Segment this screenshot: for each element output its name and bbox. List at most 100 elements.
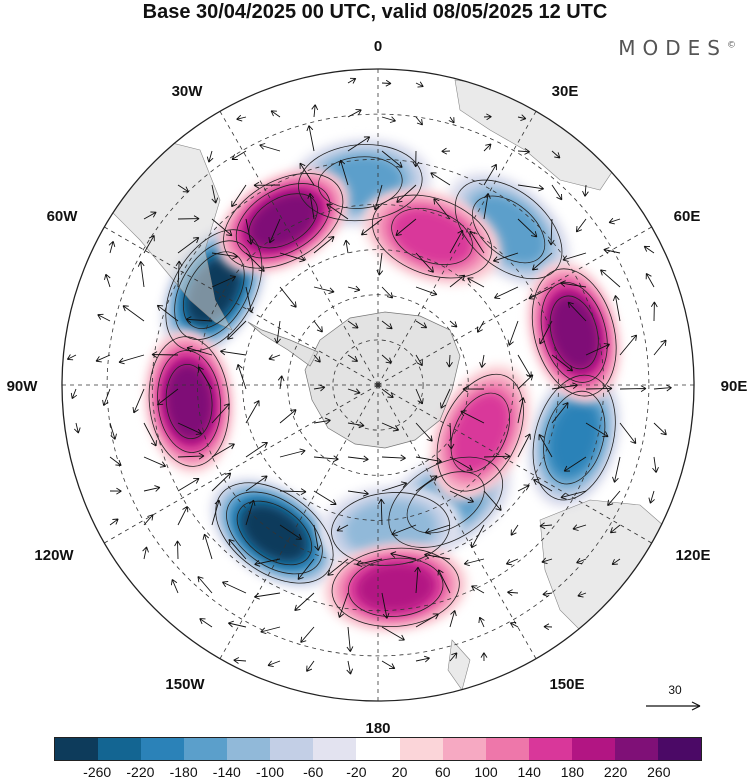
wind-arrow (347, 388, 361, 395)
wind-arrow (233, 657, 247, 664)
wind-arrow (236, 114, 247, 122)
wind-arrow (415, 116, 423, 126)
wind-arrow (143, 514, 154, 526)
wind-arrow (177, 237, 200, 254)
wind-arrow (509, 622, 519, 629)
wind-arrow (306, 125, 315, 152)
wind-arrow (346, 626, 354, 652)
wind-arrow (390, 551, 417, 560)
wind-arrow (156, 388, 179, 406)
wind-arrow (267, 660, 281, 668)
anomaly-contour-3 (543, 390, 606, 485)
wind-arrow (547, 218, 555, 246)
wind-arrow (347, 285, 361, 293)
wind-arrow (122, 305, 145, 322)
colorbar-segment (442, 738, 486, 760)
wind-arrow (510, 524, 519, 536)
wind-arrow (347, 421, 365, 429)
wind-arrow (245, 400, 260, 424)
colorbar-segment (485, 738, 529, 760)
wind-arrow (471, 585, 485, 594)
anomaly-contour-1 (226, 491, 323, 575)
wind-arrow (227, 320, 247, 340)
anomaly-contour-12 (436, 373, 524, 492)
wind-arrow (653, 422, 667, 436)
wind-arrow (424, 524, 451, 535)
wind-arrow (551, 184, 563, 201)
wind-arrow (469, 230, 485, 254)
colorbar-tick-label: 180 (560, 764, 585, 780)
wind-arrow (142, 546, 149, 560)
wind-arrow (118, 354, 145, 365)
wind-arrow (143, 211, 157, 220)
wind-arrow (476, 320, 485, 333)
lon-label-90w: 90W (7, 378, 39, 395)
wind-arrow (448, 116, 455, 124)
anomaly-contour-11 (371, 194, 493, 279)
wind-arrow (446, 354, 453, 368)
wind-arrow (415, 475, 438, 492)
wind-arrow (576, 557, 587, 565)
anomaly-contour-12 (450, 392, 510, 473)
south-pole-marker (375, 382, 381, 388)
colorbar-segment (141, 738, 185, 760)
wind-arrow (156, 304, 179, 322)
wind-arrow (220, 348, 247, 356)
wind-arrow (415, 655, 430, 663)
anomaly-contour-9 (331, 547, 460, 628)
wind-arrow (577, 591, 587, 598)
wind-arrow (326, 203, 349, 220)
wind-arrow (373, 184, 383, 211)
wind-arrow (376, 252, 384, 276)
wind-arrow (211, 252, 238, 260)
wind-arrow (211, 218, 233, 237)
wind-arrow (347, 136, 371, 152)
lon-label-30e: 30E (552, 83, 579, 100)
colorbar-segment (270, 738, 314, 760)
wind-arrow (650, 301, 658, 322)
wind-arrow (347, 109, 362, 118)
wind-arrow (470, 524, 485, 549)
wind-arrow (542, 590, 553, 598)
wind-arrow (415, 286, 438, 297)
wind-arrow (197, 576, 213, 594)
anomaly-shade-5 (344, 500, 437, 558)
wind-arrow (245, 286, 254, 313)
wind-arrow (175, 260, 183, 288)
antarctica (304, 311, 461, 449)
colorbar-tick-label: 220 (603, 764, 628, 780)
colorbar-tick-label: -220 (126, 764, 155, 780)
wind-arrow (449, 652, 458, 662)
wind-arrow (97, 313, 111, 322)
wind-arrow (479, 354, 486, 368)
wind-arrow (259, 143, 281, 152)
wind-arrow (186, 345, 213, 356)
colorbar-segment (55, 738, 99, 760)
wind-arrow (109, 456, 122, 466)
wind-arrow (483, 143, 492, 152)
wind-arrow (206, 150, 214, 163)
lon-label-150w: 150W (165, 676, 205, 693)
wind-arrow (381, 116, 396, 123)
wind-arrow (347, 320, 359, 329)
anomaly-contour-7 (223, 173, 344, 269)
wind-arrow (391, 524, 417, 536)
wind-arrow (381, 320, 393, 330)
wind-arrow (492, 252, 519, 263)
wind-arrow (307, 193, 315, 220)
wind-arrow (467, 277, 485, 288)
colorbar-tick-label: 260 (647, 764, 671, 780)
colorbar-labels: -260 -220 -180 -140 -100 -60 -20 20 60 100 140 180 2… (54, 764, 702, 782)
wind-arrow (360, 218, 383, 236)
wind-arrow (143, 235, 155, 254)
wind-arrow (185, 316, 213, 323)
wind-arrow (211, 443, 235, 458)
wind-arrow (279, 524, 303, 540)
wind-arrow (313, 417, 331, 425)
wind-arrow (585, 422, 609, 438)
wind-arrow (483, 163, 497, 186)
wind-arrow (517, 218, 538, 238)
colorbar-segment (528, 738, 572, 760)
colorbar-tick-label: -60 (303, 764, 324, 780)
wind-arrow (560, 490, 587, 500)
